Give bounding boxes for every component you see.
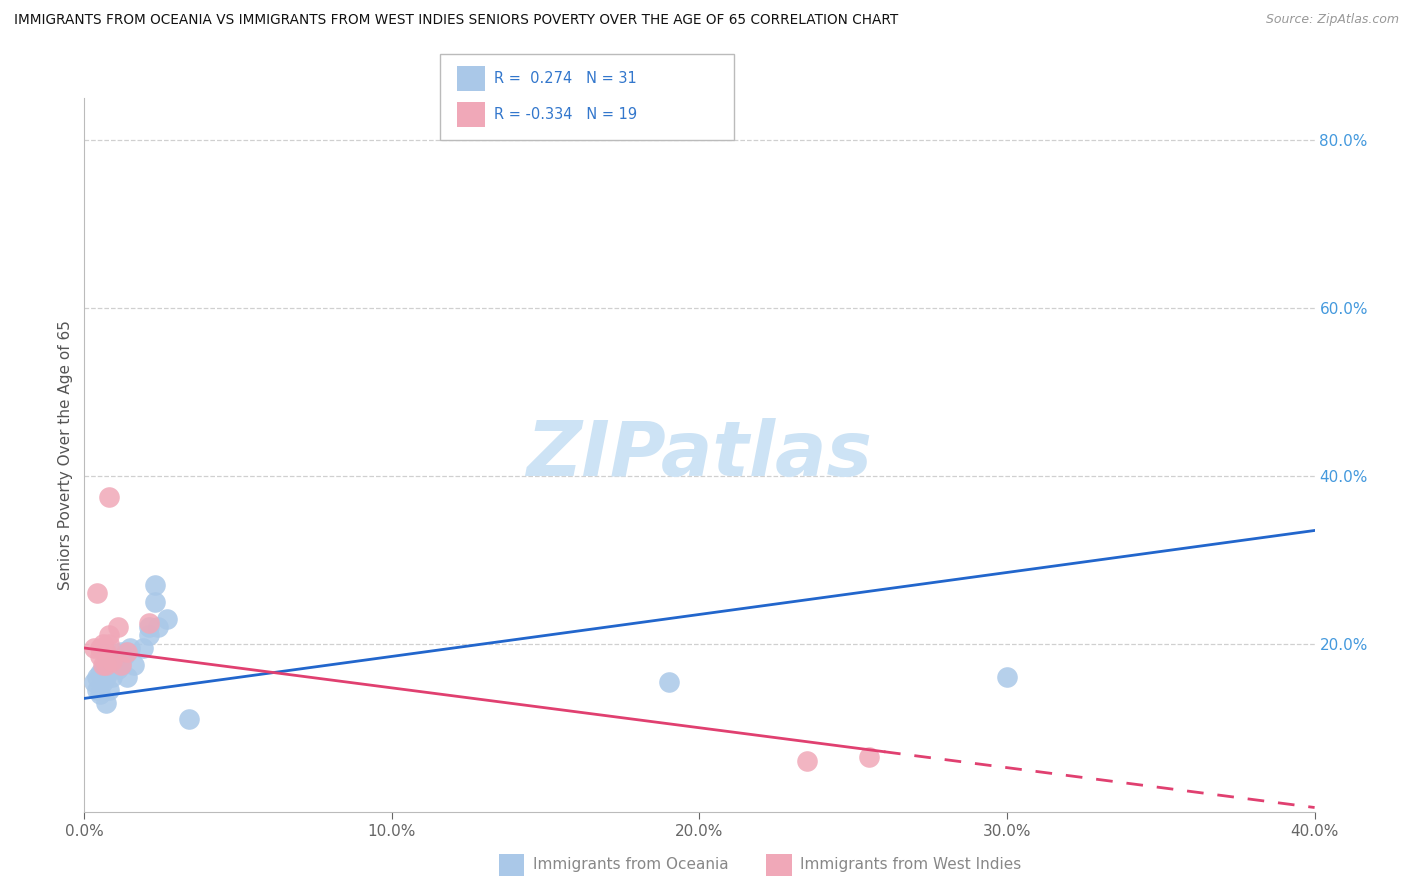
Point bbox=[658, 674, 681, 689]
Point bbox=[148, 620, 170, 634]
Point bbox=[138, 628, 160, 642]
Point bbox=[110, 645, 132, 659]
Point bbox=[86, 683, 108, 698]
Point bbox=[89, 649, 111, 664]
Point bbox=[89, 640, 111, 655]
Point bbox=[101, 662, 124, 676]
Y-axis label: Seniors Poverty Over the Age of 65: Seniors Poverty Over the Age of 65 bbox=[58, 320, 73, 590]
Point bbox=[94, 657, 117, 672]
Point bbox=[91, 640, 114, 655]
Point bbox=[995, 670, 1018, 684]
Point bbox=[101, 654, 124, 668]
Point bbox=[94, 645, 117, 659]
Text: Immigrants from West Indies: Immigrants from West Indies bbox=[800, 857, 1021, 872]
Text: Source: ZipAtlas.com: Source: ZipAtlas.com bbox=[1265, 13, 1399, 27]
Point bbox=[91, 662, 114, 676]
Point bbox=[858, 750, 880, 764]
Point bbox=[86, 586, 108, 600]
Point bbox=[89, 687, 111, 701]
Point bbox=[83, 640, 105, 655]
Text: R = -0.334   N = 19: R = -0.334 N = 19 bbox=[494, 107, 637, 121]
Point bbox=[94, 670, 117, 684]
Point bbox=[120, 640, 142, 655]
Point bbox=[107, 662, 129, 676]
Point bbox=[107, 620, 129, 634]
Point bbox=[177, 712, 200, 726]
Point bbox=[83, 674, 105, 689]
Text: ZIPatlas: ZIPatlas bbox=[526, 418, 873, 491]
Point bbox=[143, 578, 166, 592]
Point bbox=[91, 637, 114, 651]
Point bbox=[796, 755, 818, 769]
Point bbox=[117, 645, 139, 659]
Point bbox=[98, 490, 121, 504]
Point bbox=[117, 645, 139, 659]
Point bbox=[89, 666, 111, 681]
Point bbox=[117, 670, 139, 684]
Point bbox=[101, 657, 124, 672]
Point bbox=[138, 615, 160, 630]
Point bbox=[94, 696, 117, 710]
Point bbox=[138, 620, 160, 634]
Text: IMMIGRANTS FROM OCEANIA VS IMMIGRANTS FROM WEST INDIES SENIORS POVERTY OVER THE : IMMIGRANTS FROM OCEANIA VS IMMIGRANTS FR… bbox=[14, 13, 898, 28]
Point bbox=[101, 670, 124, 684]
Point bbox=[122, 657, 145, 672]
Point bbox=[132, 640, 155, 655]
Point bbox=[110, 657, 132, 672]
Point bbox=[110, 657, 132, 672]
Text: Immigrants from Oceania: Immigrants from Oceania bbox=[533, 857, 728, 872]
Point bbox=[143, 595, 166, 609]
Point bbox=[86, 670, 108, 684]
Point bbox=[91, 674, 114, 689]
Point bbox=[156, 612, 179, 626]
Point bbox=[91, 657, 114, 672]
Point bbox=[98, 628, 121, 642]
Text: R =  0.274   N = 31: R = 0.274 N = 31 bbox=[494, 71, 637, 86]
Point bbox=[98, 637, 121, 651]
Point bbox=[112, 649, 135, 664]
Point bbox=[98, 683, 121, 698]
